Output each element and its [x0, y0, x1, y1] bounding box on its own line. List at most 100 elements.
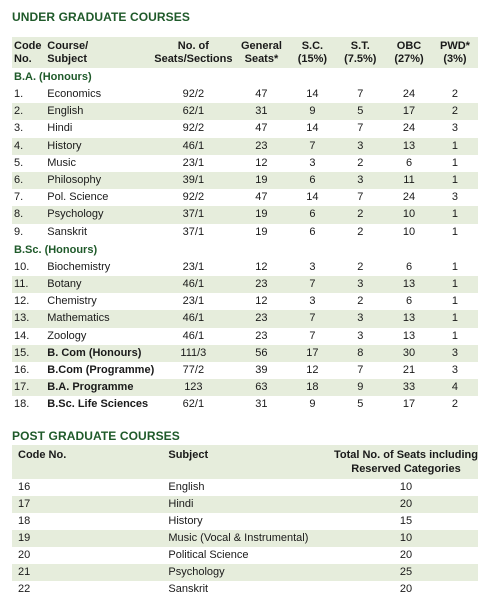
row-general: 23 — [232, 137, 291, 155]
row-obc: 30 — [386, 344, 432, 363]
row-sc: 18 — [290, 379, 335, 397]
table-row: 20 Political Science 20 — [12, 547, 478, 564]
row-obc: 13 — [402, 329, 416, 342]
group-heading-ba: B.A. (Honours) — [14, 71, 92, 83]
pg-row-total: 15 — [399, 515, 413, 527]
row-st: 9 — [334, 379, 387, 397]
header-obc: OBC (27%) — [386, 37, 432, 68]
row-subject: Pol. Science — [47, 191, 109, 204]
row-seats: 46/1 — [154, 137, 233, 155]
row-pwd: 1 — [451, 156, 459, 169]
table-row: 17 Hindi 20 — [12, 496, 478, 513]
row-seats: 62/1 — [154, 103, 233, 121]
row-seats: 77/2 — [182, 364, 205, 377]
row-subject: B.Sc. Life Sciences — [47, 398, 149, 411]
table-row: 6. Philosophy 39/1 19 6 3 11 1 — [12, 172, 478, 190]
row-subject: Music — [47, 156, 76, 169]
row-subject: Mathematics — [47, 310, 155, 328]
row-pwd: 1 — [451, 295, 459, 308]
row-sc: 3 — [309, 156, 316, 169]
row-st: 5 — [334, 103, 387, 121]
row-st: 2 — [357, 260, 364, 273]
header-code-no: Code No. — [12, 37, 48, 68]
row-subject: Economics — [47, 88, 102, 100]
table-row: 1. Economics 92/2 47 14 7 24 2 — [12, 86, 478, 103]
row-general: 56 — [232, 344, 291, 363]
row-subject: B.A. Programme — [47, 379, 155, 397]
row-sc: 7 — [290, 310, 335, 328]
row-pwd: 1 — [431, 137, 478, 155]
table-row: 14. Zoology 46/1 23 7 3 13 1 — [12, 328, 478, 345]
table-row: 12. Chemistry 23/1 12 3 2 6 1 — [12, 293, 478, 310]
row-pwd: 1 — [451, 329, 459, 342]
row-seats: 92/2 — [182, 122, 205, 135]
row-general: 23 — [255, 329, 268, 342]
pg-row-total: 20 — [399, 549, 413, 561]
row-seats: 37/1 — [182, 225, 205, 238]
row-code: 3. — [14, 122, 24, 135]
row-sc: 14 — [306, 122, 319, 135]
pg-row-subject: Psychology — [168, 564, 334, 581]
pg-row-code: 22 — [18, 583, 31, 595]
table-row: 18. B.Sc. Life Sciences 62/1 31 9 5 17 2 — [12, 396, 478, 413]
row-general: 19 — [232, 172, 291, 190]
table-row: 8. Psychology 37/1 19 6 2 10 1 — [12, 206, 478, 224]
row-subject: Botany — [47, 276, 155, 294]
row-general: 23 — [232, 276, 291, 294]
row-pwd: 1 — [431, 172, 478, 190]
header-pg-total: Total No. of Seats including Reserved Cat… — [333, 445, 478, 479]
row-obc: 21 — [402, 364, 416, 377]
group-heading-bsc: B.Sc. (Honours) — [14, 243, 98, 256]
row-st: 7 — [357, 191, 364, 204]
row-code: 13. — [12, 310, 48, 328]
row-pwd: 3 — [451, 122, 459, 135]
pg-row-code: 16 — [18, 481, 31, 493]
row-obc: 10 — [402, 225, 416, 238]
row-seats: 92/2 — [182, 191, 205, 204]
pg-row-subject: Hindi — [168, 496, 334, 513]
row-seats: 23/1 — [182, 295, 205, 308]
row-st: 5 — [357, 398, 364, 411]
table-row: 21 Psychology 25 — [12, 564, 478, 581]
header-general-seats: General Seats* — [232, 37, 291, 68]
table-row: 15. B. Com (Honours) 111/3 56 17 8 30 3 — [12, 344, 478, 363]
row-subject: English — [47, 103, 155, 121]
row-general: 12 — [255, 295, 268, 308]
pg-row-subject: Music (Vocal & Instrumental) — [168, 530, 334, 547]
table-row: 7. Pol. Science 92/2 47 14 7 24 3 — [12, 189, 478, 206]
row-subject: Sanskrit — [47, 225, 88, 238]
table-row: 22 Sanskrit 20 — [12, 581, 478, 598]
row-general: 19 — [232, 206, 291, 224]
header-pg-subject: Subject — [168, 445, 334, 479]
table-row: 11. Botany 46/1 23 7 3 13 1 — [12, 276, 478, 294]
pg-row-total: 25 — [333, 564, 478, 581]
row-general: 47 — [255, 88, 268, 100]
row-obc: 6 — [405, 295, 413, 308]
table-row: 17. B.A. Programme 123 63 18 9 33 4 — [12, 379, 478, 397]
pg-row-total: 20 — [333, 496, 478, 513]
row-sc: 7 — [309, 329, 316, 342]
table-row: 13. Mathematics 46/1 23 7 3 13 1 — [12, 310, 478, 328]
ug-table: Code No. Course/Subject No. of Seats/Secti… — [12, 37, 478, 414]
row-code: 12. — [14, 295, 30, 308]
row-code: 2. — [12, 103, 48, 121]
row-st: 3 — [334, 172, 387, 190]
row-seats: 37/1 — [154, 206, 233, 224]
row-sc: 14 — [306, 88, 319, 100]
row-obc: 13 — [386, 276, 432, 294]
row-sc: 17 — [290, 344, 335, 363]
row-sc: 6 — [290, 172, 335, 190]
row-sc: 12 — [306, 364, 319, 377]
row-subject: Zoology — [47, 329, 87, 342]
row-seats: 111/3 — [154, 344, 233, 363]
row-code: 17. — [12, 379, 48, 397]
pg-row-subject: History — [168, 515, 203, 527]
row-code: 4. — [12, 137, 48, 155]
row-general: 39 — [255, 364, 268, 377]
row-pwd: 1 — [431, 206, 478, 224]
row-obc: 10 — [386, 206, 432, 224]
row-obc: 6 — [405, 260, 413, 273]
pg-row-total: 20 — [399, 583, 413, 595]
row-sc: 14 — [306, 191, 319, 204]
row-code: 1. — [14, 88, 24, 100]
